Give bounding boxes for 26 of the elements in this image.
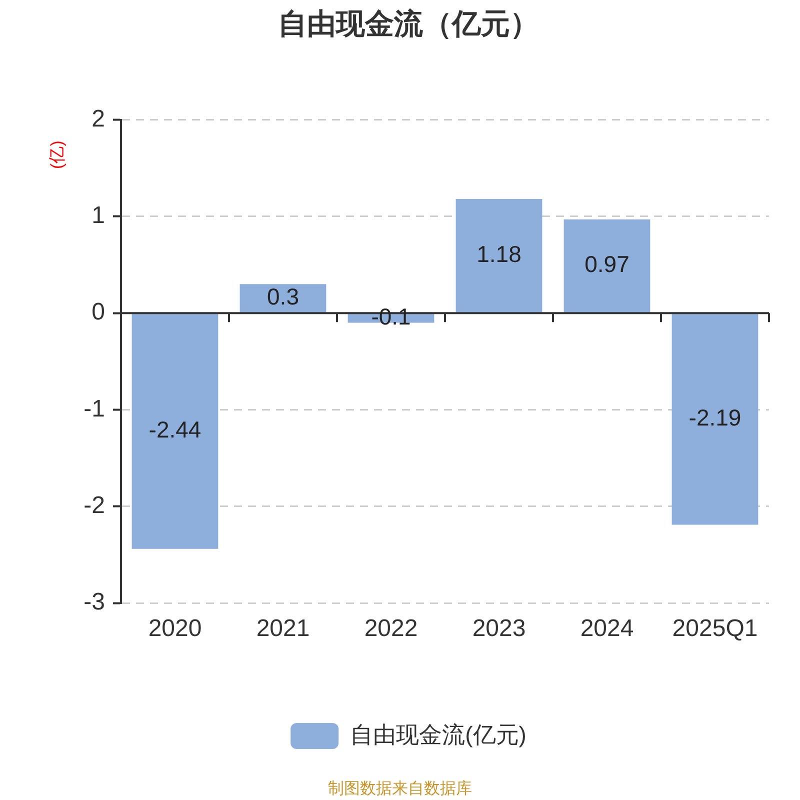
y-tick-label: 0 (92, 298, 105, 326)
y-axis-title: (亿) (48, 140, 67, 169)
data-label: 0.97 (584, 251, 630, 278)
x-tick-label: 2021 (256, 615, 310, 642)
bar (132, 314, 218, 549)
bar (672, 314, 758, 525)
data-label: 1.18 (476, 241, 522, 268)
y-tick-label: 2 (92, 105, 105, 132)
chart-title: 自由现金流（亿元） (278, 7, 539, 40)
y-tick-label: -2 (84, 492, 105, 519)
bar (240, 284, 326, 312)
data-label: 0.3 (267, 284, 299, 310)
data-label: -2.19 (688, 404, 742, 431)
y-tick-label: -1 (84, 395, 105, 422)
x-tick-label: 2022 (364, 615, 418, 642)
bar (564, 219, 650, 312)
text: 制图数据来自数据库 (328, 779, 472, 798)
x-tick-label: 2025Q1 (672, 615, 758, 642)
y-tick-label: 1 (92, 202, 105, 230)
y-tick-label: -3 (84, 588, 105, 616)
x-tick-label: 2020 (148, 615, 202, 642)
data-label: -2.44 (148, 416, 202, 443)
x-tick-label: 2024 (580, 615, 634, 642)
bar (456, 199, 542, 312)
x-tick-label: 2023 (472, 615, 526, 642)
legend-label: 自由现金流(亿元) (350, 721, 526, 748)
